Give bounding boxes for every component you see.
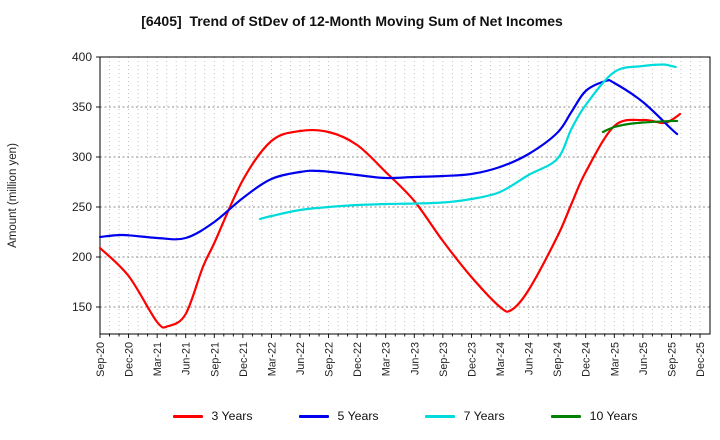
x-tick-label: Mar-23 (381, 342, 393, 376)
x-tick-label: Sep-22 (324, 342, 336, 377)
series-5-years (98, 79, 679, 241)
chart-title: [6405] Trend of StDev of 12-Month Moving… (141, 13, 563, 29)
legend-label: 7 Years (463, 409, 505, 423)
x-tick-label: Mar-25 (609, 342, 621, 376)
series-7-years (258, 63, 677, 221)
legend-item-3-years: 3 Years (172, 409, 253, 423)
legend-label: 10 Years (589, 409, 638, 423)
series-line-3-years (98, 112, 682, 329)
legend-item-10-years: 10 Years (550, 409, 638, 423)
legend-label: 3 Years (211, 409, 253, 423)
legend-swatch-5-years (298, 414, 329, 418)
x-tick-label: Dec-21 (238, 342, 250, 377)
series-10-years (601, 119, 679, 134)
x-ticks (99, 334, 701, 338)
y-tick-labels: 150 200 250 300 350 400 (72, 50, 92, 314)
x-tick-label: Mar-22 (266, 342, 278, 376)
y-ticks (96, 56, 100, 308)
legend-swatch-7-years (424, 414, 455, 418)
x-tick-label: Sep-24 (552, 342, 564, 377)
legend-item-7-years: 7 Years (424, 409, 505, 423)
y-tick-label: 200 (72, 250, 92, 264)
series-line-5-years (98, 79, 679, 241)
legend-swatch-3-years (172, 414, 203, 418)
y-tick-label: 350 (72, 100, 92, 114)
x-tick-label: Dec-20 (124, 342, 136, 377)
legend-item-5-years: 5 Years (298, 409, 379, 423)
x-tick-label: Sep-21 (209, 342, 221, 377)
y-tick-label: 250 (72, 200, 92, 214)
x-tick-label: Jun-21 (181, 342, 193, 375)
x-tick-label: Jun-25 (638, 342, 650, 375)
x-tick-label: Mar-24 (495, 342, 507, 376)
axes-border (99, 56, 711, 335)
x-tick-label: Jun-23 (409, 342, 421, 375)
x-tick-label: Dec-24 (581, 342, 593, 377)
y-axis-title: Amount (million yen) (7, 143, 19, 248)
series-line-10-years (601, 119, 679, 134)
series-line-7-years (258, 63, 677, 221)
y-tick-label: 150 (72, 300, 92, 314)
x-tick-label: Dec-23 (466, 342, 478, 377)
x-tick-label: Dec-22 (352, 342, 364, 377)
grid-vertical (109, 57, 701, 334)
series-3-years (98, 112, 682, 329)
legend: 3 Years 5 Years 7 Years 10 Years (100, 403, 710, 429)
y-tick-label: 400 (72, 50, 92, 64)
x-tick-label: Jun-22 (295, 342, 307, 375)
x-tick-labels: Sep-20 Dec-20 Mar-21 Jun-21 Sep-21 Dec-21 Mar-… (95, 342, 707, 377)
x-tick-label: Sep-20 (95, 342, 107, 377)
x-tick-label: Jun-24 (524, 342, 536, 375)
y-axis-title-group: Amount (million yen) (7, 143, 19, 248)
legend-swatch-10-years (550, 414, 581, 418)
y-tick-label: 300 (72, 150, 92, 164)
x-tick-label: Sep-25 (666, 342, 678, 377)
x-tick-label: Sep-23 (438, 342, 450, 377)
x-tick-label: Mar-21 (152, 342, 164, 376)
x-tick-label: Dec-25 (695, 342, 707, 377)
legend-label: 5 Years (337, 409, 379, 423)
